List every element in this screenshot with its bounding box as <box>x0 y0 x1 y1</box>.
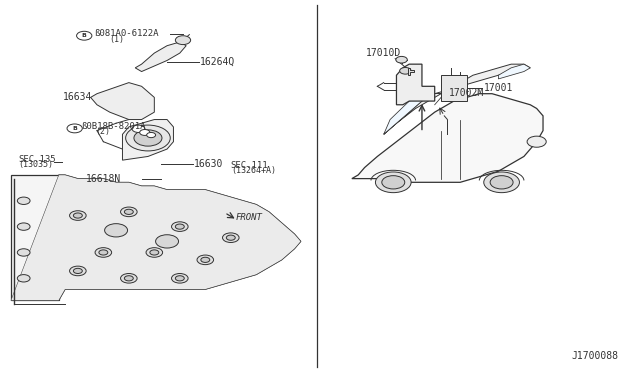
Circle shape <box>197 255 214 264</box>
Circle shape <box>125 125 170 151</box>
Circle shape <box>120 273 137 283</box>
Polygon shape <box>384 97 428 134</box>
Circle shape <box>175 224 184 229</box>
Circle shape <box>175 276 184 281</box>
Circle shape <box>376 172 411 193</box>
Polygon shape <box>59 175 301 301</box>
Polygon shape <box>135 42 186 71</box>
Polygon shape <box>499 64 531 79</box>
Circle shape <box>175 36 191 45</box>
Circle shape <box>223 233 239 243</box>
Text: 16630: 16630 <box>194 159 223 169</box>
Text: 16634: 16634 <box>63 92 93 102</box>
Circle shape <box>95 248 111 257</box>
Circle shape <box>227 235 236 240</box>
Circle shape <box>17 197 30 205</box>
Circle shape <box>172 222 188 231</box>
Circle shape <box>484 172 520 193</box>
Circle shape <box>382 176 404 189</box>
Text: ß0B18B-8201A: ß0B18B-8201A <box>81 122 145 131</box>
Text: B: B <box>72 126 77 131</box>
Polygon shape <box>122 119 173 160</box>
Text: J1700088: J1700088 <box>572 352 618 361</box>
Polygon shape <box>408 68 414 75</box>
Circle shape <box>140 129 150 135</box>
Circle shape <box>527 136 546 147</box>
Text: 16618N: 16618N <box>86 174 121 184</box>
Circle shape <box>134 130 162 146</box>
Text: (1): (1) <box>109 35 125 44</box>
Circle shape <box>77 31 92 40</box>
Text: (13035): (13035) <box>18 160 53 169</box>
Circle shape <box>124 276 133 281</box>
Text: 16264Q: 16264Q <box>200 57 236 67</box>
Circle shape <box>104 224 127 237</box>
Text: 17001: 17001 <box>484 83 513 93</box>
Polygon shape <box>441 75 467 101</box>
Circle shape <box>74 213 83 218</box>
Circle shape <box>150 250 159 255</box>
Circle shape <box>17 249 30 256</box>
Circle shape <box>201 257 210 262</box>
Text: 17002M: 17002M <box>449 88 484 98</box>
Circle shape <box>67 124 83 133</box>
Circle shape <box>124 209 133 214</box>
Circle shape <box>490 176 513 189</box>
Circle shape <box>70 211 86 220</box>
Text: ß081A0-6122A: ß081A0-6122A <box>94 29 158 38</box>
Circle shape <box>172 273 188 283</box>
Polygon shape <box>11 175 59 301</box>
Circle shape <box>120 207 137 217</box>
Text: 17010D: 17010D <box>366 48 401 58</box>
Circle shape <box>132 125 145 132</box>
Text: SEC.135: SEC.135 <box>18 155 56 164</box>
Circle shape <box>156 235 179 248</box>
Circle shape <box>146 248 163 257</box>
Circle shape <box>147 132 156 138</box>
Circle shape <box>399 67 411 74</box>
Polygon shape <box>11 175 301 301</box>
Text: B: B <box>82 33 86 38</box>
Polygon shape <box>91 83 154 119</box>
Text: (13264+A): (13264+A) <box>231 166 276 175</box>
Circle shape <box>17 275 30 282</box>
Text: SEC.111: SEC.111 <box>231 161 268 170</box>
Text: (2): (2) <box>96 127 111 136</box>
Circle shape <box>70 266 86 276</box>
Text: FRONT: FRONT <box>236 213 263 222</box>
Circle shape <box>396 57 407 63</box>
Polygon shape <box>396 64 435 105</box>
Circle shape <box>17 223 30 230</box>
Circle shape <box>74 268 83 273</box>
Polygon shape <box>384 64 531 134</box>
Circle shape <box>99 250 108 255</box>
Polygon shape <box>352 94 543 182</box>
